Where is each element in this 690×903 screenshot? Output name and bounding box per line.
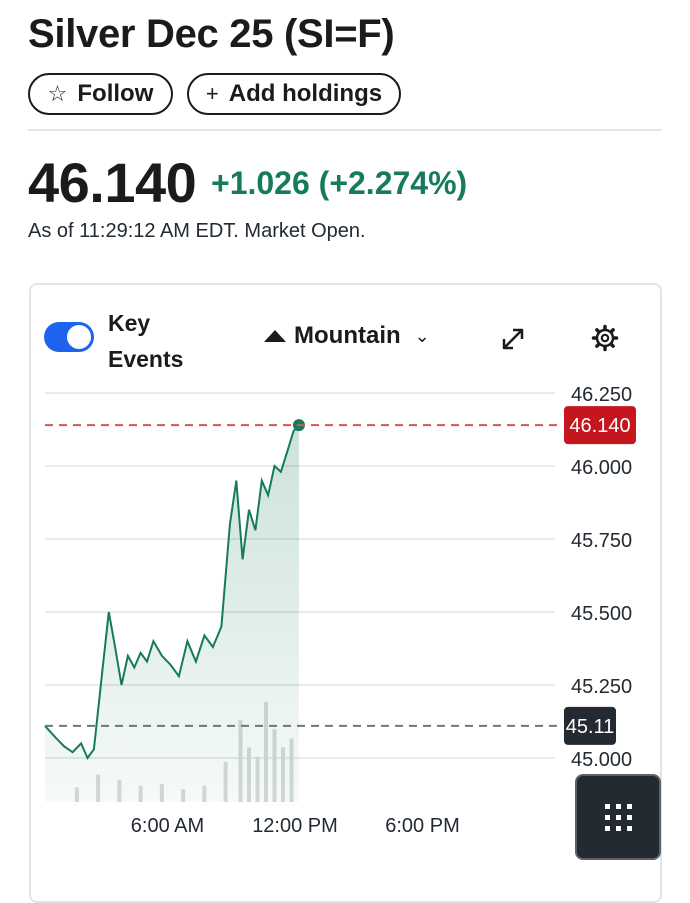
y-tick-label: 45.250 <box>571 676 632 698</box>
mountain-icon <box>264 330 286 342</box>
chart-type-dropdown[interactable]: Mountain ⌄ <box>264 322 430 350</box>
chart-type-label: Mountain <box>294 322 401 349</box>
key-events-label: Key Events <box>108 310 184 372</box>
header-divider <box>28 129 662 131</box>
x-tick-label: 12:00 PM <box>252 815 338 837</box>
current-price-badge-label: 46.140 <box>569 415 630 437</box>
price-area <box>45 425 299 802</box>
add-holdings-label: Add holdings <box>228 80 383 107</box>
follow-label: Follow <box>77 80 154 107</box>
previous-close-badge-label: 45.11 <box>566 716 615 738</box>
current-price-badge <box>564 406 636 445</box>
gear-icon[interactable] <box>591 324 619 352</box>
x-tick-label: 6:00 AM <box>131 815 204 837</box>
y-tick-label: 46.000 <box>571 457 632 479</box>
x-tick-label: 6:00 PM <box>385 815 459 837</box>
current-price: 46.140 <box>28 151 197 214</box>
y-tick-label: 46.250 <box>571 384 632 406</box>
follow-button[interactable]: ☆ Follow <box>28 73 173 115</box>
price-chart[interactable]: 46.140 45.11 46.250 46.000 45.750 45.500 45.2… <box>0 0 690 875</box>
y-tick-label: 45.500 <box>571 603 632 625</box>
star-icon: ☆ <box>47 81 68 106</box>
chevron-down-icon: ⌄ <box>414 325 430 346</box>
add-holdings-button[interactable]: + Add holdings <box>187 73 401 115</box>
price-line <box>44 424 300 760</box>
quote-timestamp: As of 11:29:12 AM EDT. Market Open. <box>28 220 366 242</box>
y-tick-label: 45.000 <box>571 749 632 771</box>
plus-icon: + <box>205 81 219 106</box>
grid-menu-button[interactable] <box>575 774 661 860</box>
expand-icon[interactable] <box>500 326 526 352</box>
y-tick-label: 45.750 <box>571 530 632 552</box>
toggle-knob <box>67 325 91 349</box>
price-change: +1.026 (+2.274%) <box>211 165 468 201</box>
previous-close-badge <box>564 706 616 745</box>
key-events-toggle[interactable] <box>44 322 94 352</box>
page-title: Silver Dec 25 (SI=F) <box>28 12 395 56</box>
